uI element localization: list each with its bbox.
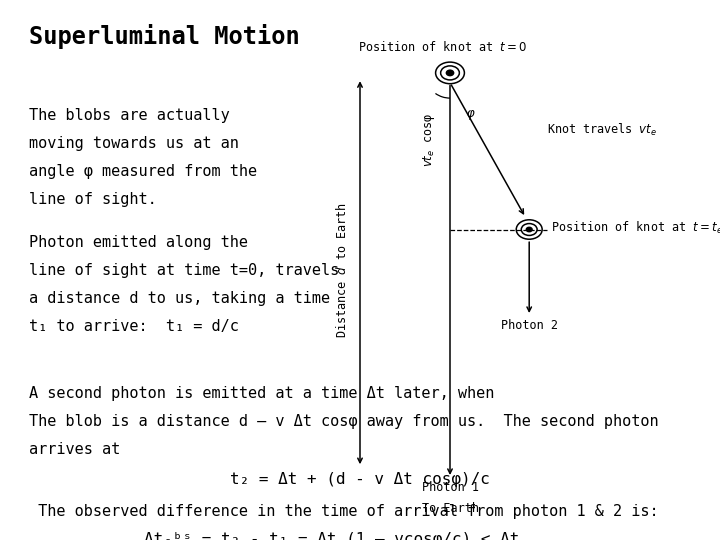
Text: t₁ to arrive:  t₁ = d/c: t₁ to arrive: t₁ = d/c [29, 319, 238, 334]
Circle shape [446, 70, 454, 76]
Text: Position of knot at $t = t_e$: Position of knot at $t = t_e$ [551, 220, 720, 236]
Text: Δtₒᵇˢ = t₂ - t₁ = Δt (1 – vcosφ/c) < Δt: Δtₒᵇˢ = t₂ - t₁ = Δt (1 – vcosφ/c) < Δt [143, 532, 519, 540]
Text: arrives at: arrives at [29, 442, 120, 457]
Text: A second photon is emitted at a time Δt later, when: A second photon is emitted at a time Δt … [29, 386, 494, 401]
Text: moving towards us at an: moving towards us at an [29, 136, 238, 151]
Text: angle φ measured from the: angle φ measured from the [29, 164, 257, 179]
Text: Knot travels $vt_e$: Knot travels $vt_e$ [547, 122, 657, 138]
Text: Distance $d$ to Earth: Distance $d$ to Earth [336, 202, 349, 338]
Text: The observed difference in the time of arrival from photon 1 & 2 is:: The observed difference in the time of a… [29, 504, 658, 519]
Text: t₂ = Δt + (d - v Δt cosφ)/c: t₂ = Δt + (d - v Δt cosφ)/c [230, 472, 490, 487]
Text: Photon emitted along the: Photon emitted along the [29, 235, 248, 250]
Text: a distance d to us, taking a time: a distance d to us, taking a time [29, 291, 330, 306]
Text: Photon 1: Photon 1 [421, 481, 479, 494]
Text: To Earth: To Earth [421, 502, 479, 515]
Text: The blob is a distance d – v Δt cosφ away from us.  The second photon: The blob is a distance d – v Δt cosφ awa… [29, 414, 658, 429]
Text: φ: φ [467, 107, 474, 120]
Text: Superluminal Motion: Superluminal Motion [29, 24, 300, 49]
Text: $vt_e$ cosφ: $vt_e$ cosφ [421, 113, 437, 167]
Text: The blobs are actually: The blobs are actually [29, 108, 230, 123]
Text: Photon 2: Photon 2 [500, 319, 558, 332]
Text: line of sight.: line of sight. [29, 192, 156, 207]
Text: line of sight at time t=0, travels: line of sight at time t=0, travels [29, 263, 339, 278]
Text: Position of knot at $t = 0$: Position of knot at $t = 0$ [359, 40, 527, 54]
Circle shape [526, 227, 532, 232]
